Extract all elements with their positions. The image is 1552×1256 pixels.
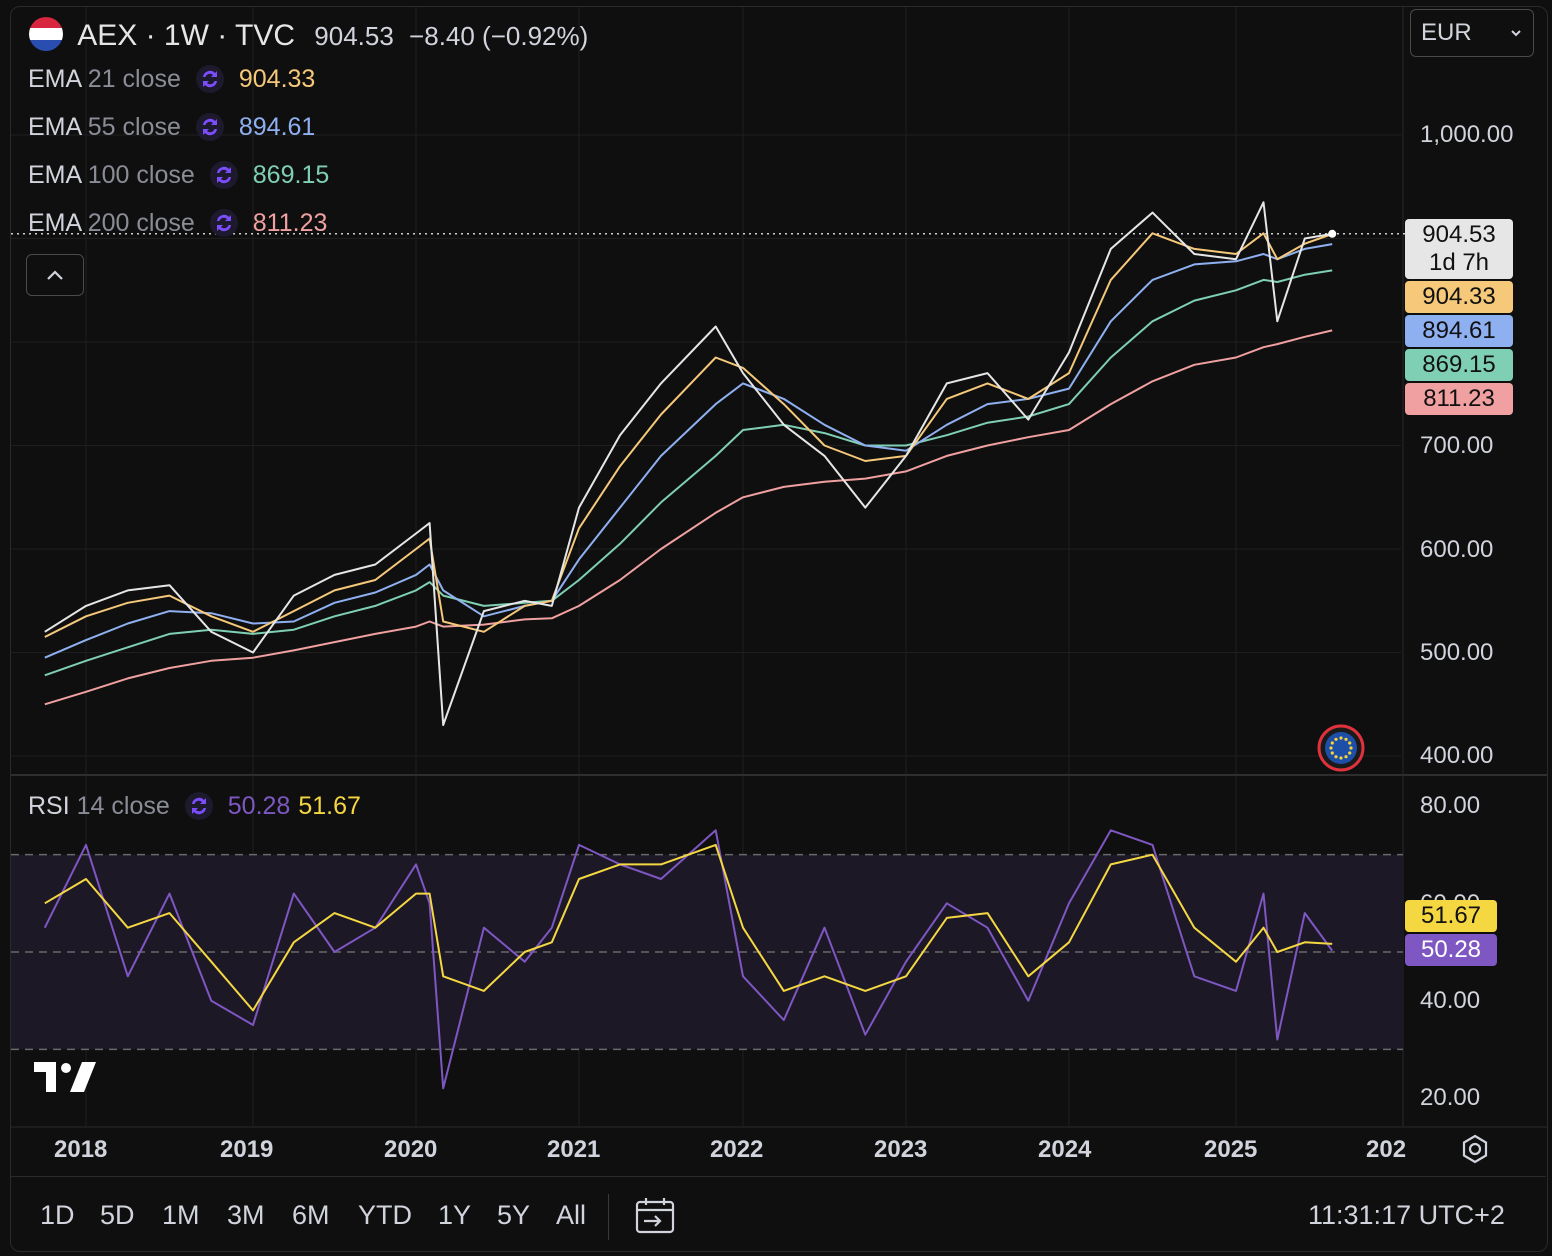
last-price-value: 904.53	[1422, 221, 1496, 248]
chevron-up-icon	[47, 270, 63, 280]
indicator-params: 21 close	[87, 64, 181, 93]
time-axis-label: 2022	[710, 1136, 764, 1163]
economic-events-icon[interactable]	[1317, 724, 1365, 772]
settings-icon[interactable]	[1458, 1132, 1492, 1166]
period-all[interactable]: All	[556, 1200, 587, 1230]
indicator-ema100[interactable]: EMA 100 close 869.15	[28, 160, 329, 190]
indicator-name: EMA	[28, 112, 81, 141]
tradingview-logo-icon[interactable]	[34, 1062, 96, 1092]
time-axis-label: 202	[1366, 1136, 1407, 1163]
symbol-title[interactable]: AEX · 1W · TVC	[77, 19, 296, 52]
period-1y[interactable]: 1Y	[438, 1200, 472, 1230]
series-line-ema-21	[44, 232, 1333, 638]
series-line-ema-200	[44, 329, 1333, 706]
time-axis-label: 2025	[1204, 1136, 1258, 1163]
price-axis-label: 400.00	[1420, 742, 1494, 769]
indicator-params: 100 close	[87, 160, 195, 189]
period-5y[interactable]: 5Y	[497, 1200, 531, 1230]
indicator-ema21[interactable]: EMA 21 close 904.33	[28, 64, 315, 94]
period-1m[interactable]: 1M	[162, 1200, 200, 1230]
series-line-aex	[44, 201, 1333, 726]
indicator-params: 200 close	[87, 208, 195, 237]
goto-date-icon[interactable]	[634, 1196, 676, 1236]
period-5d[interactable]: 5D	[100, 1200, 135, 1230]
time-axis-label: 2020	[384, 1136, 438, 1163]
series-line-ema-55	[44, 243, 1333, 659]
price-axis-label: 1,000.00	[1420, 121, 1514, 148]
rsi-axis-label: 80.00	[1420, 792, 1481, 819]
last-price-tag: 904.53 1d 7h	[1405, 219, 1513, 279]
indicator-rsi[interactable]: RSI 14 close 50.28 51.67	[28, 791, 361, 821]
chart-canvas[interactable]	[11, 7, 1547, 1251]
currency-selector[interactable]: EUR	[1410, 9, 1534, 57]
source-cycle-icon[interactable]	[195, 112, 225, 142]
indicator-name: EMA	[28, 160, 81, 189]
indicator-name: EMA	[28, 208, 81, 237]
chevron-down-icon	[1511, 30, 1521, 37]
ema200-tag: 811.23	[1405, 383, 1513, 415]
clock-timezone[interactable]: 11:31:17 UTC+2	[1308, 1200, 1505, 1230]
ema21-tag: 904.33	[1405, 281, 1513, 313]
price-axis-label: 700.00	[1420, 432, 1494, 459]
source-cycle-icon[interactable]	[209, 208, 239, 238]
rsi-axis-label: 40.00	[1420, 987, 1481, 1014]
indicator-value: 811.23	[252, 208, 328, 237]
rsi-ma-line	[44, 843, 1333, 1012]
indicator-name: RSI	[28, 791, 70, 820]
indicator-ema55[interactable]: EMA 55 close 894.61	[28, 112, 315, 142]
toolbar-separator	[608, 1194, 609, 1240]
indicator-value: 894.61	[238, 112, 316, 141]
rsi-value: 50.28	[227, 791, 291, 820]
price-axis-label: 600.00	[1420, 536, 1494, 563]
toolbar-divider	[10, 1176, 1546, 1177]
currency-label: EUR	[1421, 19, 1472, 46]
ema100-tag: 869.15	[1405, 349, 1513, 381]
price-axis-label: 500.00	[1420, 639, 1494, 666]
symbol-header: AEX · 1W · TVC 904.53 −8.40 (−0.92%)	[28, 16, 588, 53]
time-axis-label: 2019	[220, 1136, 274, 1163]
rsi-ma-value: 51.67	[298, 791, 361, 820]
period-6m[interactable]: 6M	[292, 1200, 330, 1230]
indicator-ema200[interactable]: EMA 200 close 811.23	[28, 208, 327, 238]
indicator-value: 869.15	[252, 160, 330, 189]
source-cycle-icon[interactable]	[184, 791, 214, 821]
time-axis-label: 2021	[547, 1136, 601, 1163]
time-axis-label: 2023	[874, 1136, 928, 1163]
netherlands-flag-icon	[29, 17, 63, 51]
price-change: −8.40 (−0.92%)	[409, 21, 589, 51]
last-price-header: 904.53	[314, 21, 394, 51]
indicator-name: EMA	[28, 64, 81, 93]
ema55-tag: 894.61	[1405, 315, 1513, 347]
series-line-ema-100	[44, 269, 1333, 677]
rsi-ma-tag: 51.67	[1405, 900, 1497, 932]
collapse-legend-button[interactable]	[26, 254, 84, 296]
period-ytd[interactable]: YTD	[358, 1200, 412, 1230]
indicator-params: 55 close	[87, 112, 181, 141]
rsi-axis-label: 20.00	[1420, 1084, 1481, 1111]
time-axis-label: 2024	[1038, 1136, 1092, 1163]
period-1d[interactable]: 1D	[40, 1200, 75, 1230]
time-axis-label: 2018	[54, 1136, 108, 1163]
last-price-point	[1328, 229, 1337, 238]
chart-frame	[10, 6, 1548, 1252]
bar-countdown: 1d 7h	[1428, 249, 1490, 276]
indicator-value: 904.33	[238, 64, 316, 93]
period-3m[interactable]: 3M	[227, 1200, 265, 1230]
rsi-tag: 50.28	[1405, 934, 1497, 966]
source-cycle-icon[interactable]	[195, 64, 225, 94]
indicator-params: 14 close	[76, 791, 170, 820]
source-cycle-icon[interactable]	[209, 160, 239, 190]
